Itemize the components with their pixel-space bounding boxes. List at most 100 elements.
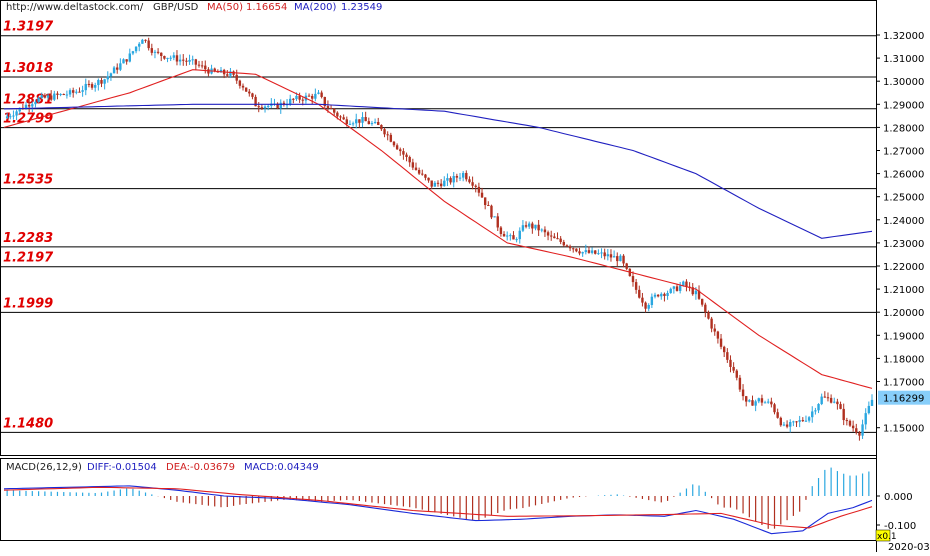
price-tick-label: 1.24000 [883, 216, 924, 227]
candle-body [848, 420, 852, 426]
candle-body [471, 182, 474, 186]
candle-body [779, 417, 782, 426]
candle-body [263, 106, 267, 109]
candle-body [18, 107, 21, 112]
candle-body [348, 123, 352, 125]
candle-body [804, 420, 808, 422]
candle-body [84, 83, 87, 91]
candle-body [134, 46, 138, 52]
site-url[interactable]: http://www.deltastock.com/ [6, 2, 144, 13]
candle-body [801, 420, 805, 422]
candle-body [122, 59, 125, 64]
candle-body [612, 256, 616, 258]
candle-body [172, 55, 176, 58]
candle-body [40, 95, 43, 98]
candle-body [81, 90, 84, 92]
candle-body [188, 59, 191, 62]
candle-body [515, 239, 518, 241]
candle-body [600, 252, 603, 254]
candle-body [829, 397, 833, 403]
candle-body [87, 83, 91, 85]
candle-body [754, 401, 757, 406]
candle-body [543, 229, 547, 233]
candle-body [776, 412, 779, 418]
candle-body [798, 420, 801, 422]
candle-body [90, 84, 94, 88]
price-tick-label: 1.22000 [883, 262, 924, 273]
candle-body [540, 229, 543, 231]
candle-body [414, 167, 418, 171]
candle-body [68, 90, 72, 95]
macd-dea-line [3, 486, 873, 529]
candle-body [502, 233, 506, 237]
candle-body [301, 99, 304, 101]
candle-body [244, 87, 248, 92]
candle-body [477, 186, 481, 193]
macd-diff-line [3, 485, 873, 535]
candle-body [235, 74, 238, 81]
candle-body [408, 157, 411, 163]
candle-body [336, 112, 339, 117]
candle-body [499, 227, 503, 234]
candle-body [298, 95, 301, 100]
price-tick-label: 1.15000 [883, 424, 924, 435]
candle-body [380, 124, 383, 130]
candle-body [106, 76, 109, 80]
candle-body [452, 175, 455, 183]
level-label: 1.2283 [3, 231, 53, 246]
candle-body [842, 408, 845, 421]
candle-body [496, 216, 499, 228]
candle-body [568, 246, 572, 249]
candle-body [226, 74, 229, 76]
candle-body [641, 297, 644, 303]
candle-body [833, 401, 836, 403]
candle-body [710, 318, 713, 329]
candle-body [795, 421, 798, 423]
candle-body [71, 90, 75, 93]
candle-body [204, 65, 207, 70]
candle-body [468, 179, 471, 183]
candle-body [100, 80, 103, 84]
candle-body [392, 141, 396, 146]
candle-body [320, 92, 323, 97]
candle-body [619, 255, 622, 262]
candle-body [141, 39, 144, 44]
candle-body [634, 282, 638, 290]
candle-body [178, 59, 182, 62]
candle-body [49, 95, 53, 100]
candle-body [276, 103, 279, 109]
candle-body [531, 223, 534, 229]
candle-body [65, 94, 69, 96]
candle-body [326, 106, 330, 109]
candle-body [399, 149, 402, 152]
candle-body [490, 205, 493, 218]
candle-body [417, 170, 421, 174]
candle-body [260, 107, 264, 109]
candle-body [760, 398, 764, 403]
candle-body [581, 252, 584, 254]
ma50-value: 1.16654 [246, 2, 288, 13]
candle-body [697, 290, 701, 299]
candle-body [295, 95, 298, 100]
candle-body [603, 252, 606, 257]
candle-body [480, 192, 484, 198]
candle-body [653, 294, 657, 297]
candle-body [556, 238, 559, 240]
candle-body [314, 93, 317, 99]
candle-body [823, 396, 827, 398]
candle-body [373, 121, 377, 124]
candle-body [590, 250, 594, 253]
ma50-line [3, 69, 873, 389]
candle-body [682, 281, 685, 286]
candle-body [732, 366, 735, 371]
candle-body [458, 177, 462, 179]
candle-body [675, 286, 679, 291]
candle-body [851, 425, 855, 429]
ma200-label: MA(200) [294, 2, 337, 13]
candle-body [666, 292, 669, 297]
candle-body [292, 98, 295, 100]
candle-body [738, 377, 742, 390]
level-label: 1.3018 [3, 61, 53, 76]
candle-body [483, 197, 487, 206]
